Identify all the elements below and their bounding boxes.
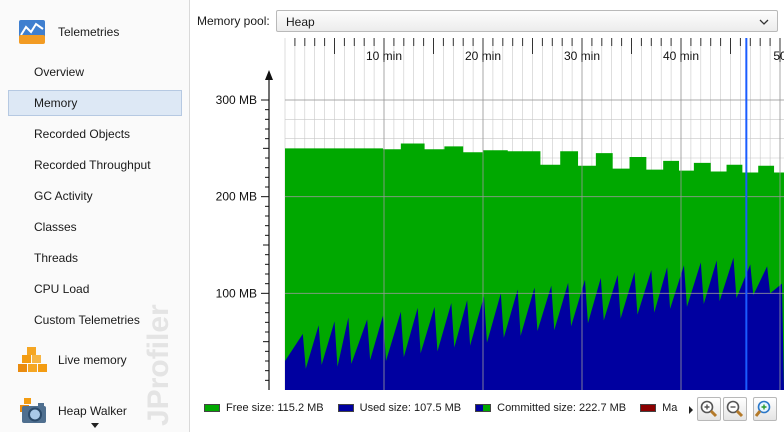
legend-more-icon[interactable] (688, 405, 694, 415)
sidebar-item-threads[interactable]: Threads (34, 251, 79, 265)
x-tick-label: 40 min (663, 49, 699, 63)
sidebar-item-custom-telemetries[interactable]: Custom Telemetries (34, 313, 140, 327)
live-memory-header[interactable]: Live memory (0, 345, 189, 375)
fit-zoom-button[interactable] (753, 397, 777, 421)
memory-pool-select[interactable]: Heap (276, 10, 778, 32)
sidebar-item-classes[interactable]: Classes (34, 220, 77, 234)
legend-entry: Ma (640, 402, 677, 414)
telemetries-icon (19, 20, 45, 44)
zoom-out-button[interactable] (723, 397, 747, 421)
legend-label: Used size: 107.5 MB (359, 402, 462, 414)
memory-pool-label: Memory pool: (197, 14, 270, 28)
x-tick-label: 50 (773, 49, 784, 63)
chart-labels: 300 MB 200 MB 100 MB 10 min 20 min 30 min 40 m… (216, 49, 784, 300)
grid-major (285, 38, 784, 390)
heap-walker-label: Heap Walker (58, 404, 127, 418)
memory-chart[interactable]: 300 MB 200 MB 100 MB 10 min 20 min 30 min 40 m… (195, 38, 784, 394)
live-memory-label: Live memory (58, 353, 127, 367)
memory-pool-value: Heap (286, 15, 315, 29)
sidebar-item-gc-activity[interactable]: GC Activity (34, 189, 93, 203)
telemetries-label: Telemetries (58, 25, 120, 39)
legend-swatch (475, 404, 492, 412)
watermark-text: JProfiler (142, 304, 175, 426)
x-tick-label: 30 min (564, 49, 600, 63)
telemetries-header[interactable]: Telemetries (0, 17, 189, 47)
chart-axes (261, 38, 781, 390)
legend-label: Committed size: 222.7 MB (497, 402, 627, 414)
legend-label: Ma (662, 402, 678, 414)
legend-swatch (337, 404, 354, 412)
heap-walker-header[interactable]: Heap Walker (0, 396, 189, 426)
sidebar-item-overview[interactable]: Overview (34, 65, 85, 79)
zoom-out-icon (726, 400, 744, 418)
y-tick-label: 300 MB (216, 93, 257, 107)
sidebar-item-recorded-throughput[interactable]: Recorded Throughput (34, 158, 151, 172)
x-tick-label: 20 min (465, 49, 501, 63)
legend-entry: Used size: 107.5 MB (337, 402, 462, 414)
sidebar: Telemetries Overview Memory Recorded Objec… (0, 0, 190, 432)
legend-entry: Committed size: 222.7 MB (475, 402, 626, 414)
x-tick-label: 10 min (366, 49, 402, 63)
legend-swatch (640, 404, 657, 412)
fit-zoom-icon (754, 400, 771, 417)
zoom-in-icon (700, 400, 718, 418)
sidebar-item-memory[interactable]: Memory (8, 90, 182, 116)
scroll-down-icon[interactable] (90, 422, 100, 430)
chart-areas (285, 143, 784, 390)
legend-label: Free size: 115.2 MB (226, 402, 324, 414)
y-tick-label: 200 MB (216, 190, 257, 204)
camera-icon (20, 398, 46, 423)
used-size-area (285, 257, 784, 390)
legend-swatch (204, 404, 220, 412)
y-axis-arrow (265, 70, 273, 80)
sidebar-item-cpu-load[interactable]: CPU Load (34, 282, 90, 296)
live-memory-icon (18, 347, 47, 372)
legend-entry: Free size: 115.2 MB (204, 402, 324, 414)
sidebar-item-recorded-objects[interactable]: Recorded Objects (34, 127, 131, 141)
y-tick-label: 100 MB (216, 286, 257, 300)
chart-legend: Free size: 115.2 MB Used size: 107.5 MB Co… (204, 400, 691, 416)
chevron-down-icon (759, 19, 769, 25)
jprofiler-watermark: JProfiler (142, 304, 175, 426)
zoom-in-button[interactable] (697, 397, 721, 421)
